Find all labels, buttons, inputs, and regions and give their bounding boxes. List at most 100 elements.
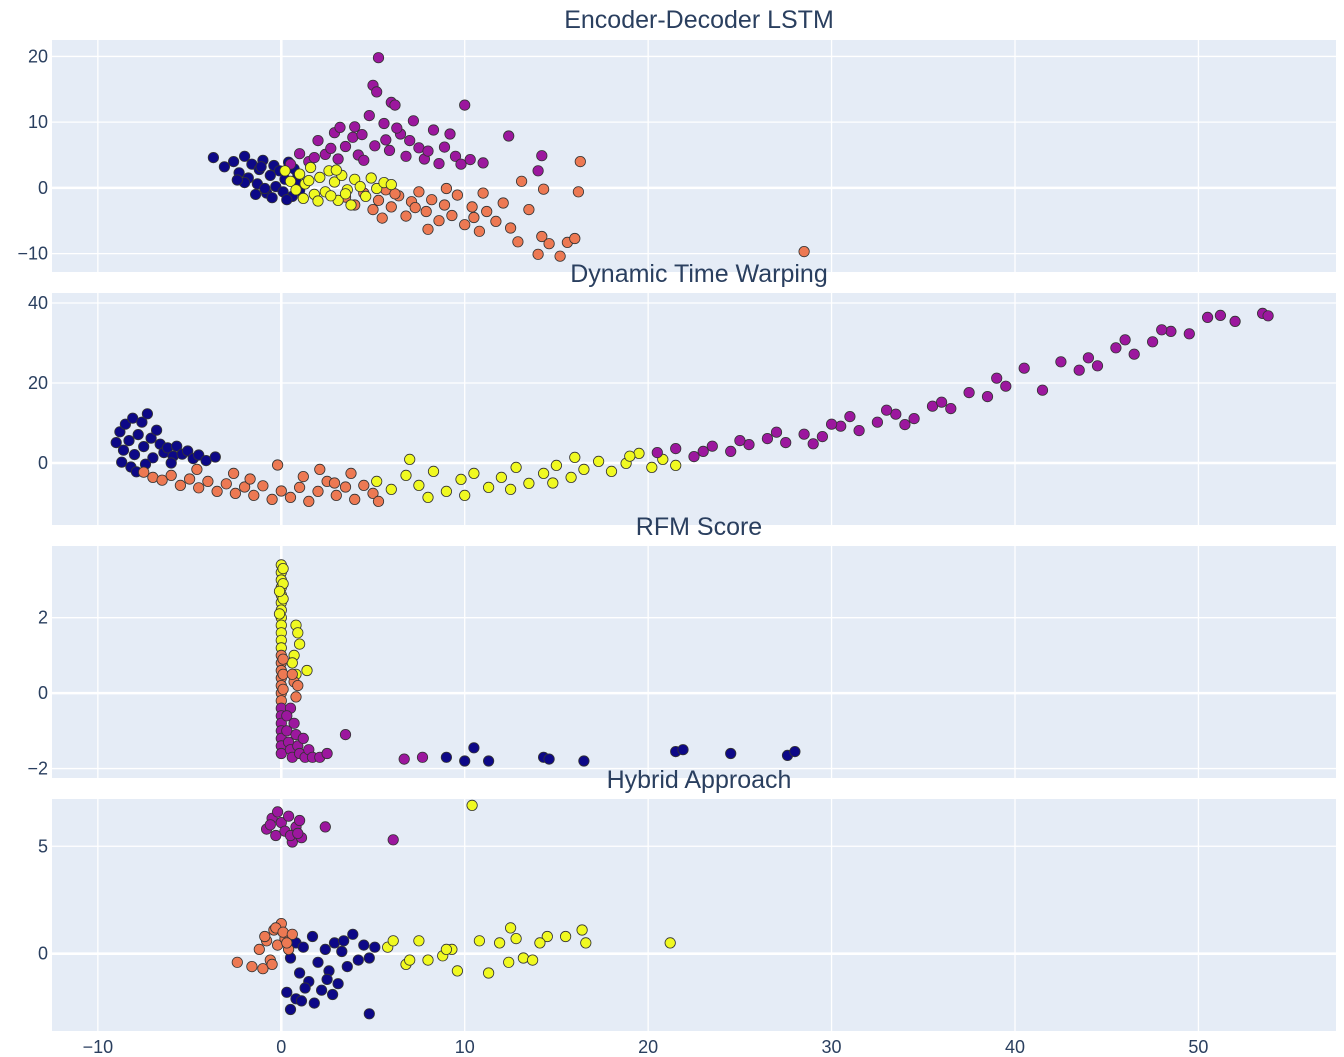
data-point bbox=[259, 182, 271, 195]
data-point bbox=[286, 928, 298, 940]
data-point bbox=[271, 806, 284, 818]
points bbox=[207, 52, 810, 262]
data-point bbox=[526, 954, 539, 966]
y-tick-label: −2 bbox=[27, 759, 48, 779]
data-point bbox=[376, 212, 388, 224]
data-point bbox=[297, 192, 309, 204]
data-point bbox=[413, 186, 425, 198]
data-point bbox=[193, 449, 205, 461]
y-tick-label: 0 bbox=[38, 453, 48, 473]
data-point bbox=[156, 474, 168, 486]
data-point bbox=[207, 152, 219, 164]
plot-background bbox=[52, 799, 1336, 1031]
data-point bbox=[455, 158, 467, 170]
data-point bbox=[174, 479, 186, 491]
data-point bbox=[295, 995, 308, 1007]
data-point bbox=[314, 463, 326, 475]
data-point bbox=[438, 141, 451, 153]
data-point bbox=[1202, 311, 1214, 323]
data-point bbox=[481, 205, 493, 218]
shared-x-axis: −10 0 10 20 30 40 50 bbox=[83, 1037, 1209, 1057]
data-point bbox=[880, 404, 893, 416]
data-point bbox=[321, 747, 333, 760]
data-point bbox=[537, 183, 550, 195]
data-point bbox=[193, 482, 205, 494]
data-point bbox=[468, 211, 480, 224]
point-cluster bbox=[110, 408, 221, 478]
data-point bbox=[651, 446, 663, 459]
data-point bbox=[339, 481, 352, 493]
data-point bbox=[369, 941, 381, 953]
data-point bbox=[945, 402, 957, 415]
points bbox=[110, 307, 1274, 507]
point-cluster bbox=[279, 161, 397, 211]
data-point bbox=[367, 487, 379, 499]
data-point bbox=[380, 134, 392, 146]
data-point bbox=[466, 201, 478, 213]
data-point bbox=[422, 954, 434, 966]
x-tick-label: −10 bbox=[83, 1037, 114, 1057]
data-point bbox=[275, 485, 287, 497]
data-point bbox=[281, 710, 293, 722]
data-point bbox=[473, 935, 485, 947]
point-cluster bbox=[138, 459, 385, 507]
data-point bbox=[497, 197, 509, 209]
data-point bbox=[141, 408, 153, 420]
data-point bbox=[908, 412, 920, 425]
point-cluster bbox=[260, 806, 399, 848]
grid bbox=[52, 799, 1336, 1031]
data-point bbox=[407, 115, 419, 127]
data-point bbox=[312, 485, 324, 497]
data-point bbox=[455, 473, 467, 485]
data-point bbox=[352, 954, 364, 966]
point-cluster bbox=[275, 649, 304, 707]
data-point bbox=[116, 456, 128, 468]
data-point bbox=[345, 467, 357, 479]
data-point bbox=[191, 463, 203, 475]
data-point bbox=[293, 814, 306, 827]
data-point bbox=[624, 450, 636, 462]
data-point bbox=[330, 164, 342, 176]
y-tick-label: 0 bbox=[38, 683, 48, 703]
data-point bbox=[899, 418, 911, 431]
data-point bbox=[449, 150, 462, 162]
data-point bbox=[328, 937, 341, 949]
data-point bbox=[293, 967, 306, 979]
data-point bbox=[354, 181, 366, 193]
data-point bbox=[482, 967, 495, 979]
y-tick-label: 5 bbox=[38, 836, 48, 856]
data-point bbox=[495, 471, 507, 483]
data-point bbox=[871, 416, 884, 428]
data-point bbox=[123, 434, 135, 447]
data-point bbox=[413, 935, 425, 947]
data-point bbox=[231, 956, 243, 968]
subplot-title: Encoder-Decoder LSTM bbox=[564, 6, 834, 34]
data-point bbox=[504, 922, 517, 934]
data-point bbox=[349, 493, 361, 505]
data-point bbox=[110, 436, 122, 449]
data-point bbox=[264, 819, 276, 831]
point-cluster bbox=[275, 702, 429, 765]
data-point bbox=[128, 448, 141, 461]
subplot-title: Dynamic Time Warping bbox=[570, 260, 827, 288]
data-point bbox=[798, 428, 810, 440]
data-point bbox=[253, 943, 265, 956]
data-point bbox=[446, 209, 458, 222]
subplot-rfm-score: −2 0 2 bbox=[27, 546, 1336, 779]
data-point bbox=[308, 152, 320, 164]
data-point bbox=[409, 202, 421, 214]
data-point bbox=[482, 755, 495, 767]
data-point bbox=[517, 952, 530, 964]
data-point bbox=[332, 153, 344, 165]
data-point bbox=[358, 154, 370, 166]
data-point bbox=[360, 190, 372, 202]
data-point bbox=[532, 165, 544, 177]
data-point bbox=[202, 475, 214, 487]
data-point bbox=[293, 168, 306, 180]
data-point bbox=[935, 396, 948, 408]
data-point bbox=[1119, 334, 1131, 346]
data-point bbox=[293, 481, 306, 493]
data-point bbox=[578, 463, 590, 475]
data-point bbox=[493, 937, 506, 949]
data-point bbox=[372, 194, 385, 206]
